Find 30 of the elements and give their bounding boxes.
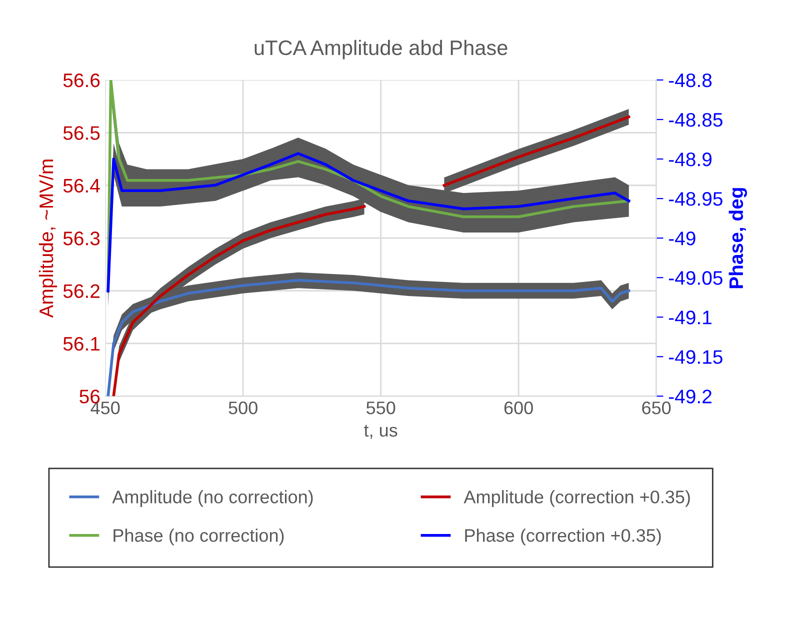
x-tick-label: 600 xyxy=(504,402,533,414)
legend-label: Phase (correction +0.35) xyxy=(465,528,661,546)
y-tick-label: 56.4 xyxy=(63,178,100,193)
y2-tick-label: -49.1 xyxy=(668,310,712,324)
y2-tick-label: -48.95 xyxy=(668,192,722,206)
legend-label: Amplitude (no correction) xyxy=(112,490,313,507)
y-tick-label: 56.2 xyxy=(63,284,100,298)
y2-tick-label: -48.9 xyxy=(668,152,712,166)
y2-tick-label: -49 xyxy=(668,232,696,246)
x-tick-label: 500 xyxy=(228,402,258,414)
y2-tick-label: -49.05 xyxy=(668,271,722,285)
y-axis-title: Amplitude, ~MV/m xyxy=(38,160,58,318)
y2-tick-label: -49.15 xyxy=(668,350,722,364)
y2-tick-label: -49.2 xyxy=(668,390,712,404)
y-tick-label: 56.5 xyxy=(63,126,100,140)
y-tick-label: 56.6 xyxy=(63,73,100,88)
y2-axis-title: Phase, deg xyxy=(728,188,748,288)
y-tick-label: 56.3 xyxy=(63,232,100,246)
x-tick-label: 650 xyxy=(642,402,671,414)
y-tick-label: 56.1 xyxy=(63,336,100,351)
y2-tick-label: -48.85 xyxy=(668,112,722,127)
legend-label: Amplitude (correction +0.35) xyxy=(464,490,690,507)
x-tick-label: 550 xyxy=(366,402,396,414)
y-tick-label: 56 xyxy=(80,390,100,404)
x-axis-title: t, us xyxy=(364,424,398,439)
x-tick-label: 450 xyxy=(90,402,120,414)
line-series xyxy=(106,152,630,292)
legend-label: Phase (no correction) xyxy=(114,528,284,546)
chart-title: uTCA Amplitude abd Phase xyxy=(254,40,508,60)
y2-tick-label: -48.8 xyxy=(668,73,712,88)
